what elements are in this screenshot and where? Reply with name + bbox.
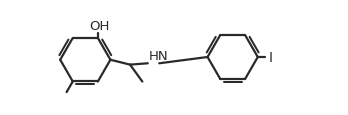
Text: I: I (268, 51, 272, 64)
Text: HN: HN (148, 50, 168, 63)
Text: OH: OH (89, 20, 109, 33)
